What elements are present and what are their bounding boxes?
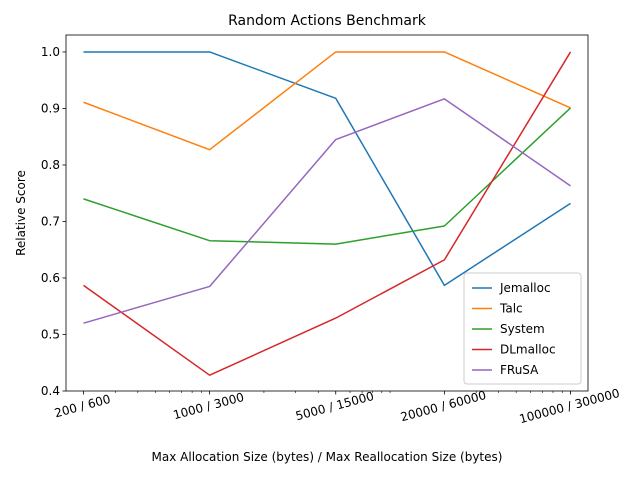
legend-label: System [500, 322, 545, 336]
legend-box [463, 272, 582, 385]
x-axis-ticks: 200 / 600 1000 / 3000 5000 / 15000 20000 / … [53, 386, 621, 426]
y-tick-label: 0.5 [41, 327, 60, 341]
y-tick-label: 0.6 [41, 271, 60, 285]
x-axis-label: Max Allocation Size (bytes) / Max Reallo… [152, 450, 503, 464]
chart-title: Random Actions Benchmark [228, 13, 427, 29]
y-tick-label: 0.4 [41, 384, 60, 398]
series-lines [83, 51, 572, 376]
legend-label: FRuSA [500, 363, 539, 377]
x-tick-label: 1000 / 3000 [172, 390, 246, 422]
x-tick-label: 5000 / 15000 [294, 389, 375, 423]
series-line-system [83, 107, 572, 245]
x-tick-label: 100000 / 300000 [518, 386, 621, 426]
y-axis-label: Relative Score [14, 170, 28, 256]
y-axis-ticks: 0.4 0.5 0.6 0.7 0.8 0.9 1.0 [41, 45, 66, 398]
legend: Jemalloc Talc System DLmalloc FRuSA [463, 272, 582, 385]
plot-frame [65, 34, 589, 392]
series-line-frusa [83, 98, 571, 324]
series-line-jemalloc [83, 51, 571, 287]
y-tick-label: 0.7 [41, 214, 60, 228]
legend-label: Talc [499, 302, 523, 316]
x-tick-label: 200 / 600 [53, 392, 112, 420]
series-line-dlmalloc [83, 51, 572, 376]
y-tick-label: 1.0 [41, 45, 60, 59]
x-tick-label: 20000 / 60000 [399, 388, 488, 424]
series-line-talc [83, 51, 571, 151]
legend-label: Jemalloc [499, 281, 551, 295]
y-tick-label: 0.9 [41, 101, 60, 115]
y-tick-label: 0.8 [41, 158, 60, 172]
legend-label: DLmalloc [500, 343, 556, 357]
